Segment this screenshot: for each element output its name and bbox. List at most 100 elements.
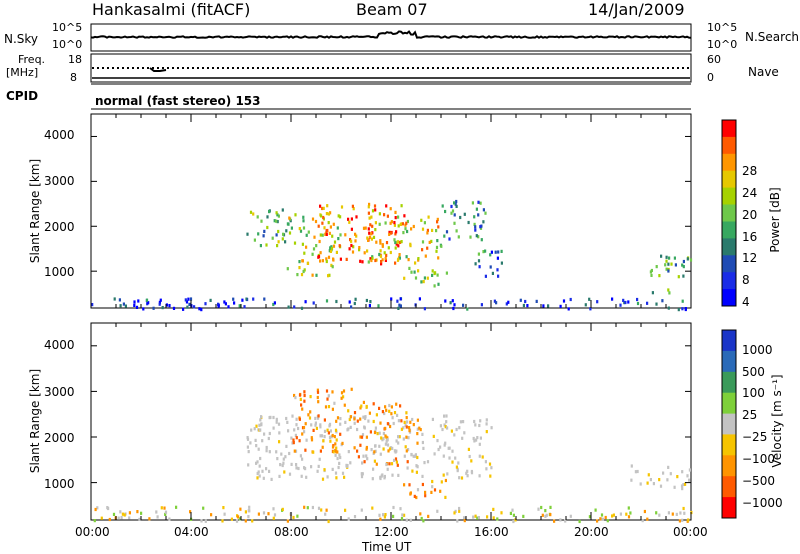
power-cell — [355, 234, 358, 238]
velocity-cell — [594, 508, 597, 512]
velocity-cell — [249, 441, 252, 445]
velocity-cell — [332, 450, 335, 454]
velocity-cell — [374, 426, 377, 430]
power-cell — [275, 211, 278, 215]
velocity-cell — [445, 420, 448, 424]
velocity-cell — [317, 506, 321, 510]
velocity-cell — [263, 432, 266, 436]
power-cell — [315, 273, 318, 277]
velocity-cell — [247, 463, 250, 467]
velocity-cell — [247, 515, 250, 519]
power-cell — [611, 297, 614, 301]
velocity-cell — [416, 488, 420, 492]
velocity-cell — [303, 399, 306, 403]
velocity-cell — [345, 464, 348, 468]
power-cell — [385, 241, 389, 245]
velocity-cell — [267, 436, 270, 441]
velocity-cell — [415, 464, 418, 468]
power-cell — [184, 298, 187, 302]
power-cell — [277, 229, 280, 234]
velocity-cell — [328, 422, 332, 426]
velocity-cell — [681, 518, 684, 522]
power-cell — [266, 225, 269, 230]
velocity-cell — [406, 466, 409, 470]
velocity-cell — [318, 457, 321, 461]
velocity-cell — [382, 431, 385, 436]
velocity-cell — [439, 424, 442, 428]
power-cell — [365, 298, 368, 303]
velocity-cell — [625, 512, 628, 516]
power-cell — [400, 240, 403, 244]
power-cell — [325, 299, 329, 303]
power-cell — [257, 232, 260, 236]
power-cell — [375, 240, 378, 244]
velocity-cell — [384, 405, 387, 409]
velocity-cell — [391, 473, 394, 477]
power-cell — [370, 232, 373, 236]
velocity-cell — [261, 469, 264, 473]
velocity-cell — [175, 505, 178, 509]
velocity-cell — [641, 519, 644, 523]
velocity-cell — [370, 448, 373, 452]
colorbar-frame — [721, 329, 737, 519]
power-cell — [370, 215, 373, 219]
power-cell — [394, 210, 397, 214]
power-cell — [347, 217, 350, 221]
velocity-cell — [636, 469, 639, 474]
velocity-cell — [400, 427, 403, 431]
power-cell — [677, 308, 680, 312]
velocity-cell — [392, 514, 395, 518]
velocity-cell — [363, 460, 366, 464]
velocity-cell — [405, 425, 408, 429]
velocity-cell — [338, 461, 341, 465]
velocity-cell — [292, 441, 295, 445]
velocity-cell — [254, 438, 257, 442]
power-cell — [390, 220, 393, 224]
power-cell — [681, 263, 684, 267]
velocity-cell — [379, 475, 382, 479]
power-cell — [161, 306, 164, 310]
power-cell — [367, 260, 370, 264]
velocity-cell — [448, 456, 451, 460]
power-cell — [500, 249, 503, 253]
power-cell — [404, 227, 407, 231]
velocity-cell — [463, 519, 466, 523]
power-cell — [350, 243, 353, 248]
velocity-cell — [481, 455, 484, 459]
noise-tick-left-bottom: 10^0 — [52, 38, 83, 51]
velocity-cell — [421, 474, 424, 478]
velocity-cell — [476, 436, 479, 440]
velocity-cell — [421, 432, 424, 436]
power-cell — [276, 213, 279, 217]
velocity-cell — [303, 393, 306, 398]
velocity-cell — [682, 506, 685, 511]
velocity-cell — [294, 449, 298, 453]
velocity-cell — [380, 436, 383, 440]
velocity-cell — [629, 511, 632, 515]
power-cell — [674, 263, 677, 267]
noise-tick-right-top: 10^5 — [707, 21, 738, 34]
colorbar-swatch — [722, 497, 736, 519]
power-cell — [338, 244, 341, 248]
power-cell — [301, 259, 304, 263]
velocity-cell — [303, 430, 306, 434]
colorbar-swatch — [722, 350, 736, 373]
velocity-cell — [492, 507, 495, 511]
velocity-cell — [123, 513, 126, 517]
velocity-cell — [386, 443, 390, 447]
velocity-cell — [442, 473, 445, 477]
velocity-cell — [681, 470, 684, 474]
velocity-cell — [462, 420, 465, 424]
power-cell — [547, 304, 550, 308]
velocity-cell — [646, 517, 649, 521]
power-cell — [459, 215, 462, 220]
power-cell — [479, 225, 482, 229]
power-cell — [188, 302, 191, 306]
velocity-cell — [325, 508, 328, 512]
power-cell — [252, 212, 255, 216]
velocity-cbar-label: Velocity [m s⁻¹] — [770, 374, 784, 468]
velocity-cell — [338, 453, 341, 457]
velocity-cell — [484, 460, 487, 464]
velocity-cell — [658, 478, 661, 482]
power-cell — [189, 297, 193, 301]
